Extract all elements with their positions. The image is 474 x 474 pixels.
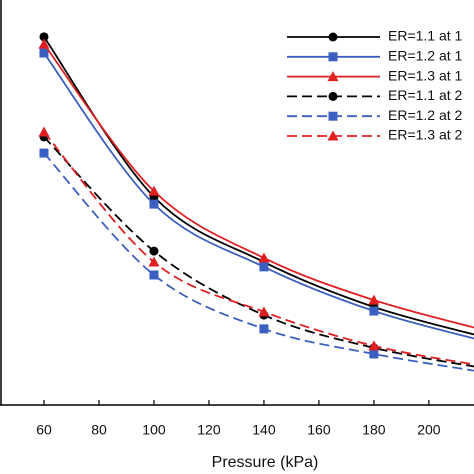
- data-point: [258, 252, 270, 263]
- series-line: [43, 152, 474, 372]
- data-point: [259, 324, 269, 334]
- data-point: [148, 256, 160, 267]
- data-point: [39, 48, 49, 58]
- series-line: [43, 131, 474, 366]
- data-point: [149, 270, 159, 280]
- legend-label: ER=1.1 at 2: [388, 87, 463, 103]
- x-axis-label: Pressure (kPa): [212, 454, 319, 471]
- data-point: [258, 306, 270, 317]
- series-line: [43, 43, 474, 329]
- data-point: [149, 246, 159, 256]
- data-point: [38, 126, 50, 137]
- x-tick-label: 80: [91, 422, 107, 438]
- x-tick-label: 100: [142, 422, 166, 438]
- data-point: [38, 38, 50, 49]
- plot-area: [38, 32, 474, 372]
- legend-label: ER=1.2 at 2: [388, 107, 463, 123]
- x-tick-label: 60: [36, 422, 52, 438]
- x-tick-label: 200: [417, 422, 441, 438]
- x-tick-label: 180: [362, 422, 386, 438]
- data-point: [369, 349, 379, 359]
- data-point: [369, 306, 379, 316]
- legend-marker: [328, 111, 338, 121]
- x-tick-label: 140: [252, 422, 276, 438]
- data-point: [149, 199, 159, 209]
- data-point: [39, 32, 49, 42]
- legend-label: ER=1.1 at 1: [388, 28, 463, 44]
- legend-marker: [328, 91, 338, 101]
- legend-label: ER=1.3 at 1: [388, 67, 463, 83]
- legend-label: ER=1.2 at 1: [388, 48, 463, 64]
- legend-marker: [328, 32, 338, 42]
- series-line: [43, 52, 474, 340]
- data-point: [148, 185, 160, 196]
- data-point: [368, 340, 380, 351]
- data-point: [39, 148, 49, 158]
- legend-label: ER=1.3 at 2: [388, 127, 463, 143]
- legend-marker: [328, 52, 338, 62]
- x-tick-label: 160: [307, 422, 331, 438]
- legend-marker: [327, 71, 339, 82]
- series-line: [43, 136, 474, 368]
- data-point: [368, 294, 380, 305]
- legend-marker: [327, 130, 339, 141]
- x-tick-label: 120: [197, 422, 221, 438]
- data-point: [259, 262, 269, 272]
